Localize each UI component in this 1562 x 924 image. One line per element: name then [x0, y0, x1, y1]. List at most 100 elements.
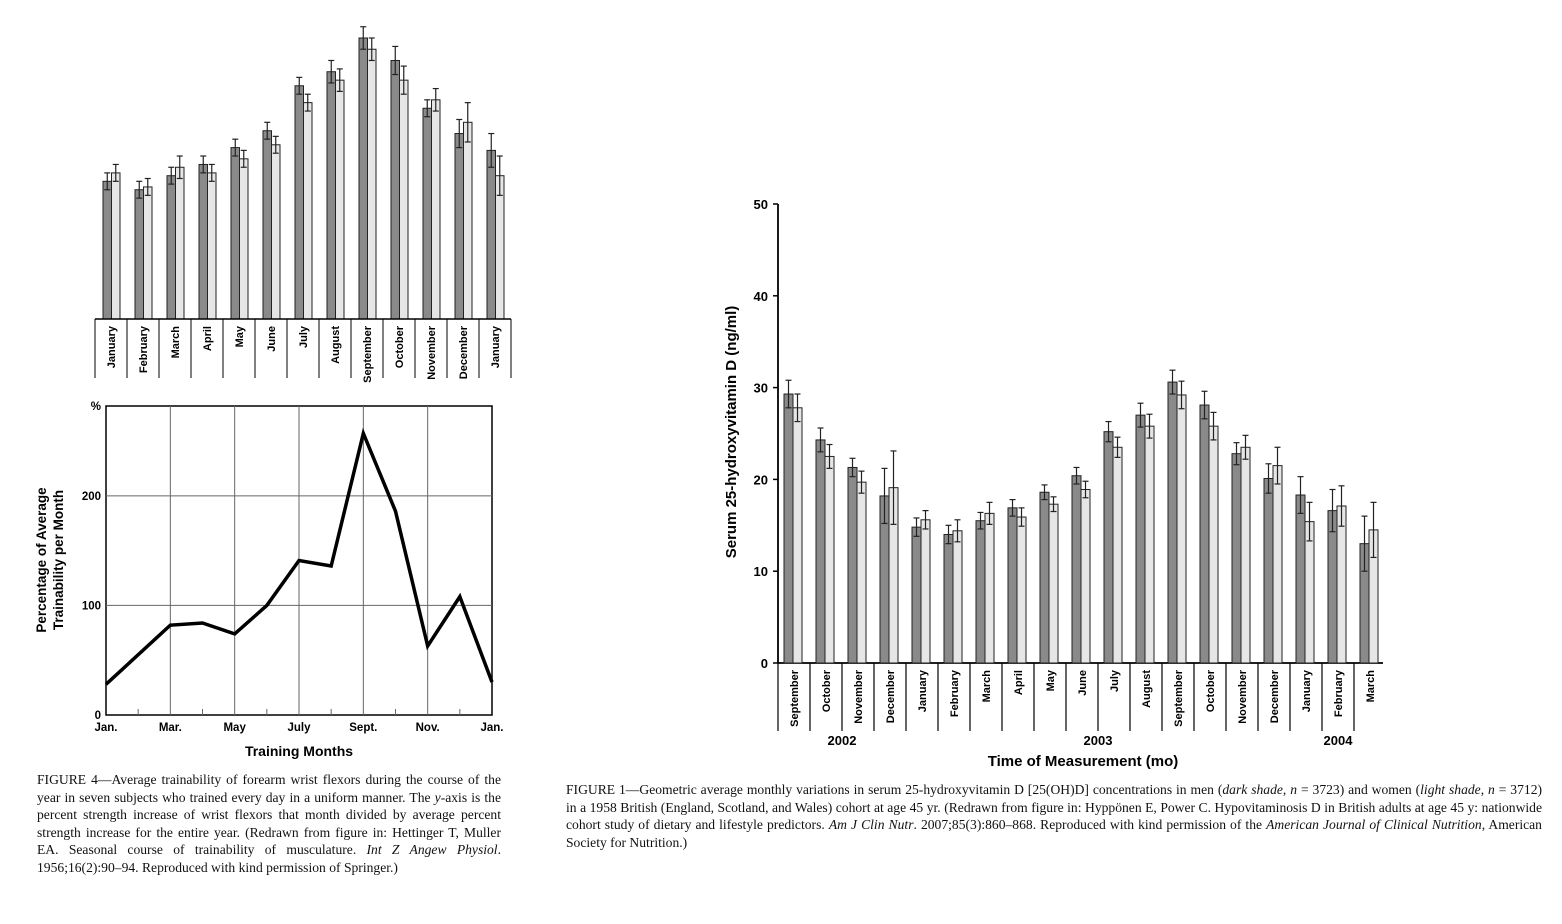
bar-dark	[390, 59, 400, 320]
bar-light	[207, 172, 217, 320]
x-tick-label: August	[1141, 670, 1153, 708]
bar-women	[1336, 505, 1347, 664]
x-tick-label: January	[1301, 669, 1313, 712]
x-tick-label: Nov.	[416, 722, 440, 734]
bar-women	[1272, 465, 1283, 664]
bar-men	[1231, 453, 1242, 664]
bar-women	[1144, 425, 1155, 664]
x-tick-label: August	[330, 326, 342, 364]
x-tick-label: July	[298, 325, 310, 348]
bar-men	[1167, 381, 1178, 664]
x-tick-label: March	[170, 326, 182, 359]
x-tick-label: January	[917, 669, 929, 712]
x-tick-label: January	[490, 325, 502, 368]
caption-segment: , American Society for Nutrition.)	[566, 817, 1542, 850]
x-tick-label: Jan.	[480, 722, 503, 734]
year-label: 2002	[828, 733, 857, 748]
y-tick-label: 30	[754, 381, 768, 396]
y-tick-label: 200	[82, 491, 101, 503]
caption-segment: dark shade	[1222, 782, 1283, 797]
x-tick-label: November	[853, 669, 865, 724]
caption-segment: n	[1488, 782, 1495, 797]
bar-men	[815, 439, 826, 664]
x-tick-label: February	[1333, 669, 1345, 717]
x-tick-label: Mar.	[159, 722, 182, 734]
x-tick-label: March	[981, 670, 993, 703]
bar-light	[431, 99, 441, 320]
bar-men	[847, 466, 858, 664]
y-unit-label: %	[91, 401, 101, 413]
x-tick-label: January	[106, 325, 118, 368]
y-tick-label: 50	[754, 197, 768, 212]
bar-men	[911, 526, 922, 664]
x-tick-label: September	[362, 325, 374, 383]
x-tick-label: Jan.	[94, 722, 117, 734]
y-axis-title-line2: Trainability per Month	[51, 490, 66, 630]
bar-dark	[262, 130, 272, 320]
bar-men	[783, 393, 794, 664]
bar-women	[1240, 446, 1251, 664]
bar-light	[239, 158, 249, 320]
caption-segment: = 3712) in a 1958 British (England, Scot…	[566, 782, 1543, 832]
x-tick-label: April	[1013, 670, 1025, 695]
x-tick-label: May	[1045, 669, 1057, 691]
bar-dark	[134, 189, 144, 320]
bar-dark	[166, 175, 176, 320]
x-axis-title: Time of Measurement (mo)	[988, 753, 1179, 770]
bar-dark	[422, 107, 432, 320]
caption-segment: Am J Clin Nutr	[828, 817, 914, 832]
x-tick-label: December	[1269, 669, 1281, 723]
bar-men	[1071, 475, 1082, 664]
x-axis-title: Training Months	[245, 743, 353, 759]
bar-dark	[486, 149, 496, 320]
caption-segment: ,	[1282, 782, 1291, 797]
bar-light	[367, 48, 377, 320]
bar-dark	[294, 85, 304, 320]
bar-light	[111, 172, 121, 320]
bar-dark	[326, 71, 336, 320]
caption-segment: -axis is the percent strength increase o…	[37, 789, 501, 858]
bar-light	[175, 166, 185, 320]
y-tick-label: 10	[754, 564, 768, 579]
bar-light	[303, 102, 313, 320]
x-tick-label: October	[821, 669, 833, 712]
figure-4-caption: FIGURE 4—Average trainability of forearm…	[37, 771, 501, 876]
x-tick-label: February	[949, 669, 961, 717]
trainability-line	[104, 427, 494, 686]
x-tick-label: May	[223, 722, 246, 734]
caption-segment: Int Z Angew Physiol	[366, 842, 498, 857]
x-tick-label: June	[266, 326, 278, 352]
year-label: 2003	[1084, 733, 1113, 748]
bar-women	[792, 407, 803, 664]
bar-men	[975, 520, 986, 664]
x-tick-label: June	[1077, 670, 1089, 696]
x-tick-label: October	[1205, 669, 1217, 712]
figure-1-caption: FIGURE 1—Geometric average monthly varia…	[566, 781, 1542, 851]
bar-light	[271, 144, 281, 320]
y-axis-title-line1: Percentage of Average	[34, 487, 49, 633]
bar-dark	[454, 133, 464, 320]
x-tick-label: November	[426, 325, 438, 380]
bar-light	[335, 79, 345, 320]
bar-dark	[198, 163, 208, 320]
y-tick-label: 100	[82, 600, 101, 612]
x-tick-label: October	[394, 325, 406, 368]
bar-women	[1048, 503, 1059, 664]
bar-men	[1199, 404, 1210, 664]
bar-men	[1263, 477, 1274, 664]
bar-dark	[102, 180, 112, 320]
bar-dark	[358, 37, 368, 320]
bar-light	[399, 79, 409, 320]
bar-women	[1080, 488, 1091, 664]
year-label: 2004	[1324, 733, 1354, 748]
bar-men	[1135, 414, 1146, 664]
bar-dark	[230, 147, 240, 320]
x-tick-label: September	[789, 669, 801, 727]
x-tick-label: September	[1173, 669, 1185, 727]
bar-women	[984, 512, 995, 664]
caption-segment: n	[1290, 782, 1298, 797]
caption-segment: American Journal of Clinical Nutrition	[1266, 817, 1482, 832]
y-tick-label: 40	[754, 289, 768, 304]
bar-women	[824, 455, 835, 664]
